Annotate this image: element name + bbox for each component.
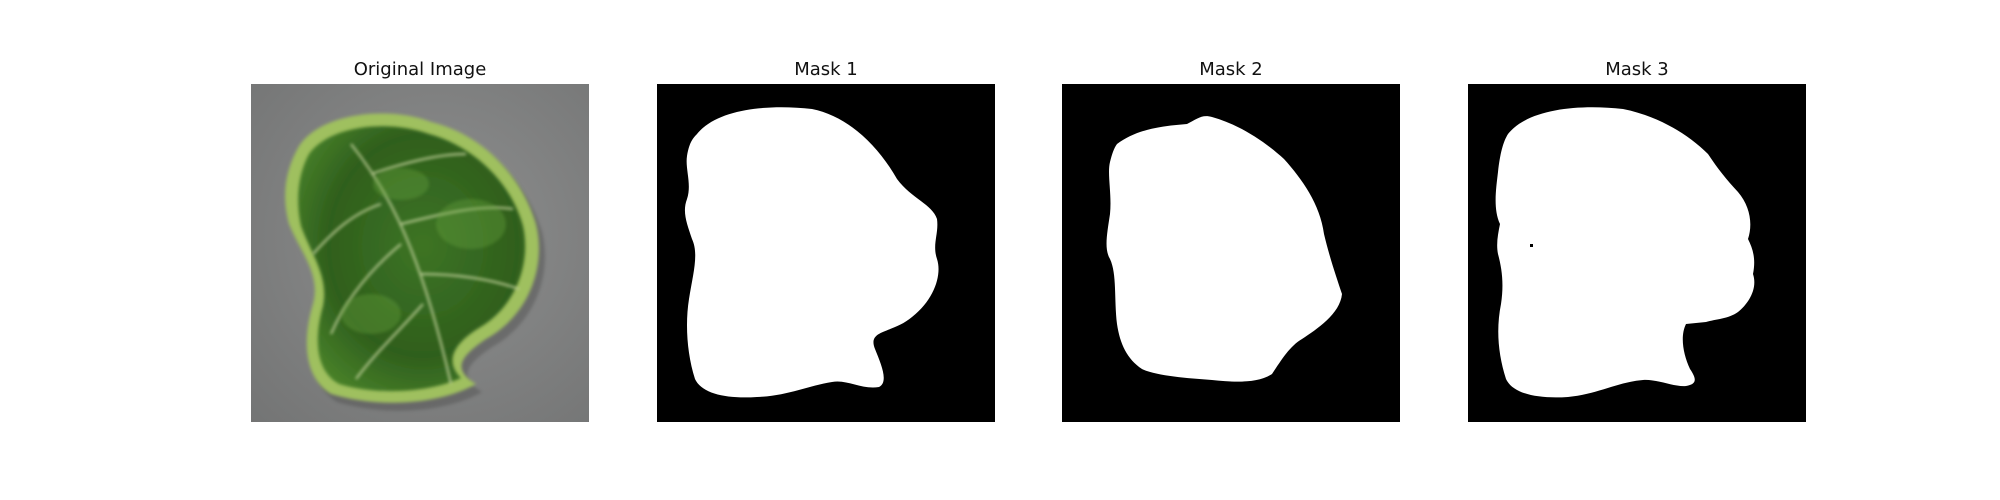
mask-2-image: [1062, 84, 1400, 422]
original-leaf-photo: [251, 84, 589, 422]
mask-3-image: [1468, 84, 1806, 422]
panel-title: Mask 1: [794, 59, 858, 80]
mask-1-image: [657, 84, 995, 422]
panel-title: Original Image: [353, 59, 487, 80]
panel-title: Mask 3: [1605, 59, 1669, 80]
panel-title: Mask 2: [1199, 59, 1263, 80]
